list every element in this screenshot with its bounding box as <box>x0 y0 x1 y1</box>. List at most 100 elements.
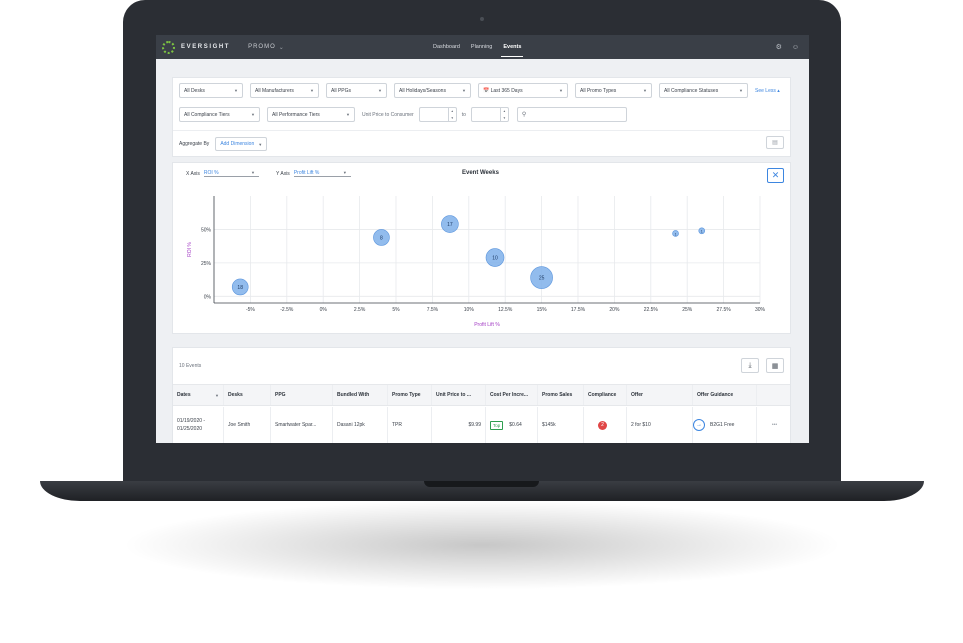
module-switcher[interactable]: PROMO <box>248 44 276 50</box>
data-point <box>485 248 505 267</box>
stepper-icon[interactable]: ▲ ▼ <box>447 108 456 121</box>
search-input[interactable]: ⚲ <box>516 107 627 122</box>
data-point <box>441 215 459 233</box>
data-point <box>698 227 706 235</box>
x-tick-label: -5% <box>246 307 255 313</box>
data-point <box>231 278 249 296</box>
grid-icon: ▦ <box>771 362 779 370</box>
table-header: Dates ▼ Desks PPG Bundled With Promo Type… <box>173 384 790 406</box>
download-icon: ⤓ <box>748 361 752 369</box>
laptop-base <box>40 481 924 501</box>
eversight-logo-icon[interactable] <box>162 40 175 54</box>
x-tick-label: 15% <box>537 307 548 313</box>
y-tick-label: 0% <box>204 294 212 300</box>
col-promo-sales[interactable]: Promo Sales <box>538 385 584 405</box>
caret-down-icon: ▼ <box>234 88 238 93</box>
top-nav: Dashboard Planning Events <box>433 35 524 59</box>
col-cost-per-incremental[interactable]: Cost Per Incre... <box>486 385 538 405</box>
caret-down-icon: ▼ <box>739 88 743 93</box>
to-label: to <box>461 111 466 118</box>
close-icon: ✕ <box>771 170 780 180</box>
aggregate-by-label: Aggregate By <box>179 141 210 147</box>
col-promo-type[interactable]: Promo Type <box>388 385 432 405</box>
col-dates[interactable]: Dates ▼ <box>173 385 224 405</box>
add-dimension-button[interactable]: Add Dimension ▼ <box>215 137 268 151</box>
col-offer-guidance[interactable]: Offer Guidance <box>693 385 757 405</box>
compliance-statuses-dropdown[interactable]: All Compliance Statuses ▼ <box>659 83 748 98</box>
tier-badge: Top <box>490 420 504 430</box>
user-icon[interactable]: ☺ <box>791 43 799 51</box>
events-count: 10 Events <box>179 363 202 369</box>
x-tick-label: 12.5% <box>498 307 513 313</box>
data-label: 1 <box>675 232 677 236</box>
app-header: EVERSIGHT PROMO ⌄ Dashboard Planning Eve… <box>156 35 809 59</box>
col-unit-price[interactable]: Unit Price to ... <box>432 385 486 405</box>
close-chart-button[interactable]: ✕ <box>767 168 784 183</box>
x-tick-label: 17.5% <box>571 307 586 313</box>
chart-toggle-icon[interactable]: ▤ <box>766 136 784 149</box>
caret-down-icon: ▼ <box>250 170 255 175</box>
cell-promo-type: TPR <box>388 407 432 443</box>
cell-bundled-with: Dasani 12pk <box>333 407 388 443</box>
ppgs-dropdown[interactable]: All PPGs ▼ <box>326 83 387 98</box>
cell-desk: Joe Smith <box>224 407 271 443</box>
see-less-link[interactable]: See Less ▴ <box>755 87 780 94</box>
unit-price-min-input[interactable]: ▲ ▼ <box>418 107 457 122</box>
x-tick-label: 25% <box>682 307 693 313</box>
x-axis-title: Profit Lift % <box>474 322 500 328</box>
compliance-tiers-dropdown[interactable]: All Compliance Tiers ▼ <box>179 107 260 122</box>
stepper-icon[interactable]: ▲ ▼ <box>499 108 508 121</box>
col-desks[interactable]: Desks <box>224 385 271 405</box>
cell-dates: 01/19/2020 - 01/25/2020 <box>173 407 224 443</box>
y-tick-label: 25% <box>201 261 212 267</box>
data-point <box>530 266 553 289</box>
caret-down-icon: ▼ <box>346 112 350 117</box>
compliance-badge[interactable]: 2 <box>598 420 607 430</box>
gear-icon[interactable]: ⚙ <box>775 44 782 51</box>
col-compliance[interactable]: Compliance <box>584 385 627 405</box>
performance-tiers-dropdown[interactable]: All Performance Tiers ▼ <box>267 107 355 122</box>
x-tick-label: 30% <box>755 307 766 313</box>
sort-icon[interactable]: ▼ <box>215 392 219 398</box>
filter-row-1: All Desks ▼ All Manufacturers ▼ All PPGs ▼ … <box>179 83 780 98</box>
caret-down-icon: ▼ <box>342 170 347 175</box>
data-label: 10 <box>492 255 498 261</box>
holidays-dropdown[interactable]: All Holidays/Seasons ▼ <box>394 83 471 98</box>
nav-events[interactable]: Events <box>501 35 524 59</box>
unit-price-max-input[interactable]: ▲ ▼ <box>470 107 509 122</box>
col-bundled-with[interactable]: Bundled With <box>333 385 388 405</box>
data-label: 25 <box>539 275 545 281</box>
table-row[interactable]: 01/19/2020 - 01/25/2020 Joe Smith Smartw… <box>173 407 790 443</box>
brand-name: EVERSIGHT <box>181 44 231 50</box>
caret-down-icon: ▼ <box>378 88 382 93</box>
col-ppg[interactable]: PPG <box>271 385 333 405</box>
y-axis-selector[interactable]: Y Axis Profit Lift % ▼ <box>276 170 351 177</box>
caret-down-icon: ▼ <box>251 112 255 117</box>
filter-panel: All Desks ▼ All Manufacturers ▼ All PPGs ▼ … <box>172 77 791 157</box>
x-tick-label: 20% <box>609 307 620 313</box>
data-label: 17 <box>447 222 453 228</box>
x-tick-label: 0% <box>320 307 328 313</box>
promo-types-dropdown[interactable]: All Promo Types ▼ <box>575 83 652 98</box>
desks-dropdown[interactable]: All Desks ▼ <box>179 83 243 98</box>
col-offer[interactable]: Offer <box>627 385 693 405</box>
download-button[interactable]: ⤓ <box>741 358 759 373</box>
columns-button[interactable]: ▦ <box>766 358 784 373</box>
x-axis-selector[interactable]: X Axis ROI % ▼ <box>186 170 259 177</box>
scatter-chart: -5% -2.5% 0% 2.5% 5% 7.5% 10% 12.5% 15% 17.5% 20% 2… <box>187 196 766 328</box>
app-screen: EVERSIGHT PROMO ⌄ Dashboard Planning Eve… <box>156 35 809 443</box>
date-range-dropdown[interactable]: 📅 Last 365 Days ▼ <box>478 83 568 98</box>
laptop-shadow <box>120 500 844 590</box>
cell-cost-per-incremental: Top $0.64 <box>486 407 538 443</box>
filter-row-2: All Compliance Tiers ▼ All Performance Ti… <box>179 107 627 122</box>
row-more-button[interactable]: ••• <box>771 422 778 428</box>
nav-planning[interactable]: Planning <box>470 44 493 50</box>
calendar-icon: 📅 <box>483 87 490 94</box>
chevron-down-icon[interactable]: ⌄ <box>278 44 284 51</box>
data-point <box>672 230 679 237</box>
x-tick-label: 2.5% <box>354 307 366 313</box>
nav-dashboard[interactable]: Dashboard <box>433 44 460 50</box>
y-axis-title: ROI % <box>187 242 193 257</box>
arrow-right-icon[interactable]: → <box>693 419 705 431</box>
manufacturers-dropdown[interactable]: All Manufacturers ▼ <box>250 83 319 98</box>
